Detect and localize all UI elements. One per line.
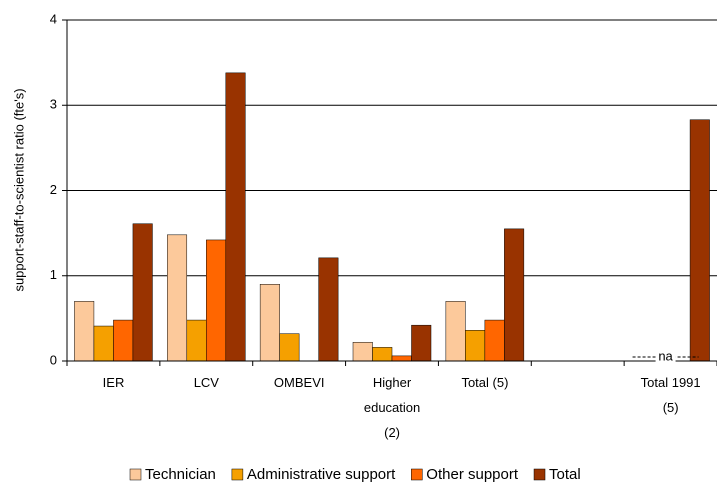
bar — [259, 284, 280, 362]
x-tick-label: LCV — [193, 375, 219, 390]
annotation-bg — [655, 350, 676, 362]
bar — [352, 341, 373, 362]
bar — [689, 119, 710, 362]
bar — [504, 228, 525, 362]
bar — [93, 325, 114, 362]
bar — [484, 319, 505, 362]
x-tick-label: Higher education (2) — [363, 375, 421, 440]
y-tick-label: 2 — [50, 182, 57, 197]
y-tick-label: 1 — [50, 267, 57, 282]
legend-swatch — [411, 468, 423, 481]
x-tick-label: IER — [102, 375, 125, 390]
bar — [132, 223, 153, 362]
bar — [206, 239, 227, 362]
bar — [391, 355, 412, 362]
legend-label: Total — [549, 466, 581, 483]
bar — [372, 347, 393, 362]
bar — [465, 330, 486, 362]
x-tick-label: Total (5) — [461, 375, 509, 390]
legend-label: Other support — [426, 466, 519, 483]
x-tick-label: Total 1991 (5) — [640, 375, 701, 415]
legend-swatch — [129, 468, 142, 481]
y-tick-label: 0 — [50, 352, 57, 367]
legend-label: Technician — [145, 466, 216, 483]
legend-label: Administrative support — [247, 466, 396, 483]
bar — [167, 234, 188, 362]
y-tick-label: 4 — [50, 11, 57, 26]
y-tick-label: 3 — [50, 97, 57, 112]
bar — [113, 319, 134, 362]
legend-swatch — [231, 468, 244, 481]
bar — [279, 333, 300, 362]
bar — [186, 319, 207, 362]
bar — [74, 301, 95, 362]
y-axis-label: support-staff-to-scientist ratio (fte's) — [11, 88, 26, 291]
x-tick-label: OMBEVI — [273, 375, 325, 390]
bar — [445, 301, 466, 362]
annotation: na — [658, 348, 673, 363]
bar — [318, 257, 339, 362]
legend-swatch — [533, 468, 546, 481]
bar — [225, 72, 246, 362]
bar — [411, 324, 432, 362]
